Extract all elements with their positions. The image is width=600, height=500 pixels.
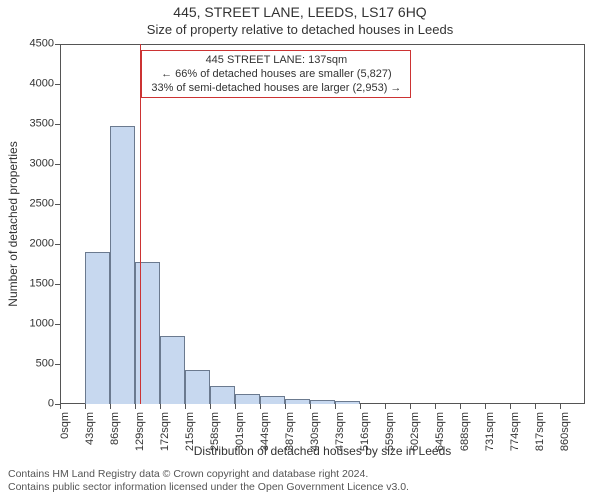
footer-attribution: Contains HM Land Registry data © Crown c… — [8, 468, 409, 494]
y-tick-label: 4500 — [14, 39, 60, 50]
footer-line-2: Contains public sector information licen… — [8, 481, 409, 494]
annotation-line: 445 STREET LANE: 137sqm — [148, 53, 404, 67]
x-tick — [110, 404, 111, 409]
x-tick — [60, 404, 61, 409]
x-tick — [285, 404, 286, 409]
histogram-bar — [335, 401, 360, 404]
x-tick — [460, 404, 461, 409]
histogram-plot-area: 0500100015002000250030003500400045000sqm… — [60, 44, 585, 404]
y-tick-label: 1000 — [14, 319, 60, 330]
y-tick-label: 3000 — [14, 159, 60, 170]
x-tick — [510, 404, 511, 409]
histogram-bar — [185, 370, 210, 404]
histogram-bar — [210, 386, 235, 404]
footer-line-1: Contains HM Land Registry data © Crown c… — [8, 468, 409, 481]
x-tick — [185, 404, 186, 409]
x-tick — [560, 404, 561, 409]
x-tick — [410, 404, 411, 409]
y-tick-label: 1500 — [14, 279, 60, 290]
histogram-bar — [110, 126, 135, 404]
y-tick-label: 2500 — [14, 199, 60, 210]
x-tick — [135, 404, 136, 409]
y-tick-label: 0 — [14, 399, 60, 410]
histogram-bar — [285, 399, 310, 404]
x-tick — [335, 404, 336, 409]
marker-line — [140, 44, 141, 404]
x-tick — [360, 404, 361, 409]
chart-title: 445, STREET LANE, LEEDS, LS17 6HQ — [0, 4, 600, 20]
histogram-bar — [260, 396, 285, 404]
annotation-box: 445 STREET LANE: 137sqm← 66% of detached… — [141, 50, 411, 98]
x-tick — [210, 404, 211, 409]
histogram-bar — [310, 400, 335, 404]
y-axis-label: Number of detached properties — [6, 44, 20, 404]
x-tick — [435, 404, 436, 409]
x-tick — [535, 404, 536, 409]
y-tick-label: 500 — [14, 359, 60, 370]
x-axis-label: Distribution of detached houses by size … — [60, 444, 585, 458]
annotation-line: 33% of semi-detached houses are larger (… — [148, 81, 404, 95]
x-tick — [385, 404, 386, 409]
x-tick — [485, 404, 486, 409]
chart-subtitle: Size of property relative to detached ho… — [0, 22, 600, 37]
x-tick — [310, 404, 311, 409]
x-tick — [260, 404, 261, 409]
histogram-bar — [85, 252, 110, 404]
y-tick-label: 3500 — [14, 119, 60, 130]
x-tick — [85, 404, 86, 409]
y-tick-label: 4000 — [14, 79, 60, 90]
histogram-bar — [160, 336, 185, 404]
y-tick-label: 2000 — [14, 239, 60, 250]
x-tick — [235, 404, 236, 409]
annotation-line: ← 66% of detached houses are smaller (5,… — [148, 67, 404, 81]
x-tick — [160, 404, 161, 409]
histogram-bar — [235, 394, 260, 404]
